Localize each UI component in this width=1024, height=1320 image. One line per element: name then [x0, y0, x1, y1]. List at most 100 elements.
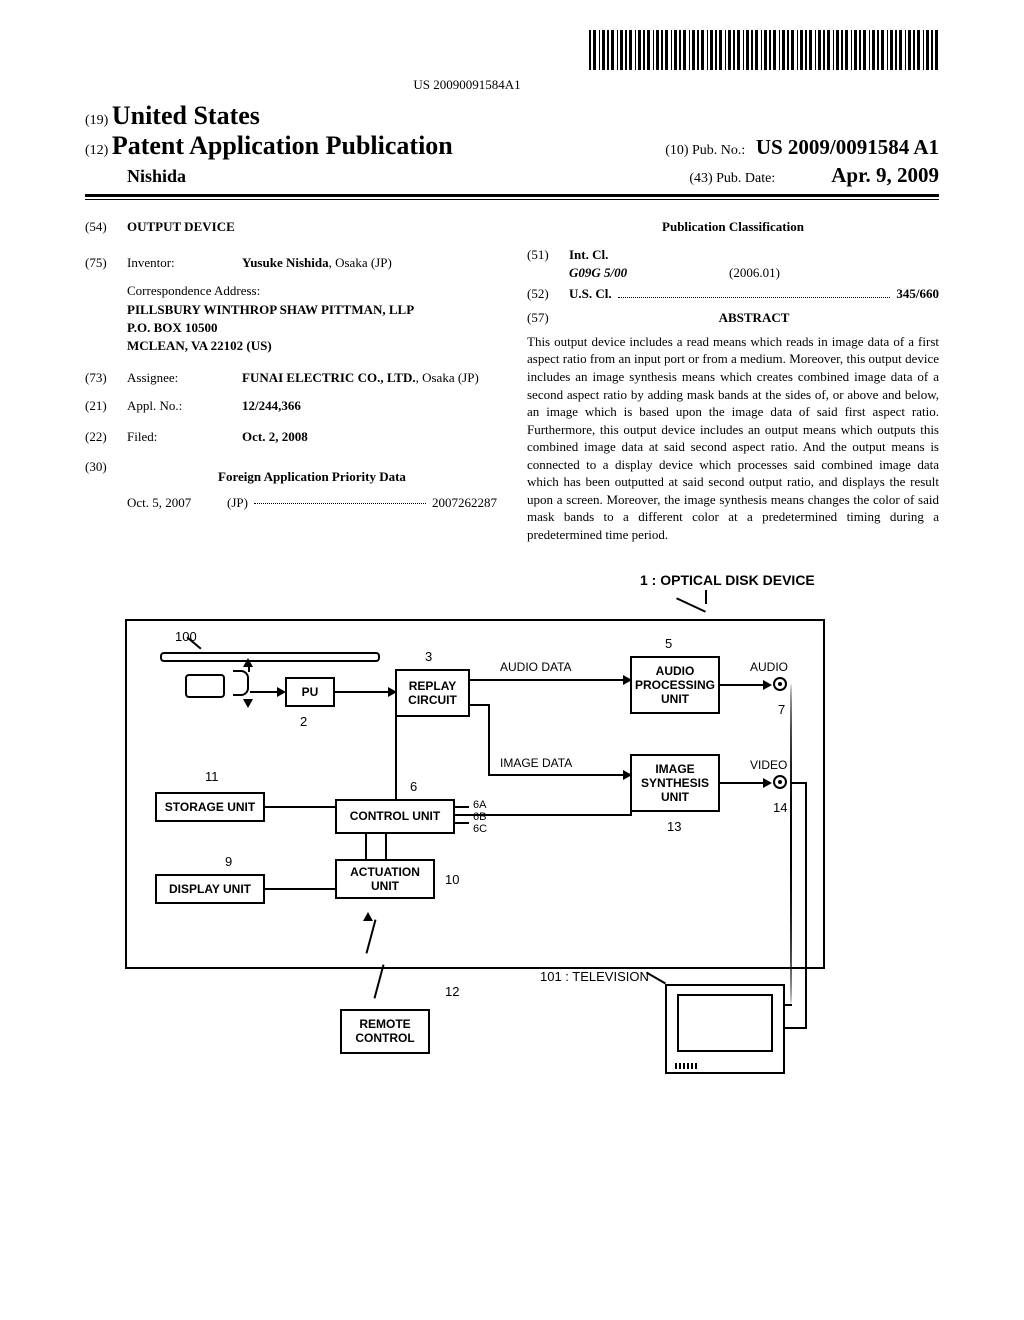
assignee-loc: , Osaka (JP) — [416, 370, 479, 385]
cable-audio1 — [790, 684, 792, 1004]
pub-no-block: (10) Pub. No.: US 2009/0091584 A1 — [665, 135, 939, 160]
display-box: DISPLAY UNIT — [155, 874, 265, 904]
line-head-to-pu — [250, 691, 278, 693]
priority-code: (30) — [85, 458, 127, 494]
line-img2 — [488, 704, 490, 774]
inventor-code: (75) — [85, 254, 127, 272]
control-text: CONTROL UNIT — [350, 809, 440, 823]
label-6: 6 — [410, 779, 417, 794]
video-out-label: VIDEO — [750, 758, 787, 772]
inventor-label: Inventor: — [127, 254, 242, 272]
arrow-audio-out — [763, 680, 772, 690]
leader-line2 — [676, 597, 706, 612]
intcl-label: Int. Cl. — [569, 246, 608, 264]
label-10: 10 — [445, 872, 459, 887]
audio-data-label: AUDIO DATA — [500, 660, 572, 674]
label-14: 14 — [773, 800, 787, 815]
left-column: (54) OUTPUT DEVICE (75) Inventor: Yusuke… — [85, 218, 497, 544]
author-name: Nishida — [85, 166, 186, 187]
right-column: Publication Classification (51) Int. Cl.… — [527, 218, 939, 544]
label-3: 3 — [425, 649, 432, 664]
line-control-synth2 — [630, 812, 632, 816]
disk-top — [160, 652, 380, 662]
control-box: CONTROL UNIT — [335, 799, 455, 834]
replay-text: REPLAY CIRCUIT — [401, 679, 464, 707]
diagram-area: 1 : OPTICAL DISK DEVICE 100 PU 2 REPLAY … — [85, 574, 939, 1094]
cable-audio2 — [785, 1004, 792, 1006]
remote-arrow — [363, 912, 373, 921]
intcl-code: (51) — [527, 246, 569, 264]
header-author-line: Nishida (43) Pub. Date: Apr. 9, 2009 — [85, 163, 939, 188]
correspondence-line3: MCLEAN, VA 22102 (US) — [127, 337, 497, 355]
line-control-act — [385, 834, 387, 859]
seg-6b — [455, 814, 469, 816]
appl-value: 12/244,366 — [242, 397, 497, 415]
filed-code: (22) — [85, 428, 127, 446]
pickup-head — [233, 670, 249, 696]
seg-6c — [455, 822, 469, 824]
filed-label: Filed: — [127, 428, 242, 446]
pub-date-block: (43) Pub. Date: Apr. 9, 2009 — [689, 163, 939, 188]
label-7: 7 — [778, 702, 785, 717]
header-divider-thick — [85, 194, 939, 197]
arrow-img — [623, 770, 632, 780]
remote-text: REMOTE CONTROL — [346, 1017, 424, 1045]
line-control-replay — [395, 717, 397, 799]
correspondence-block: Correspondence Address: PILLSBURY WINTHR… — [127, 282, 497, 355]
pub-date-label: Pub. Date: — [716, 171, 775, 186]
seg-6a — [455, 806, 469, 808]
uscl-label: U.S. Cl. — [569, 285, 612, 303]
priority-date: Oct. 5, 2007 — [127, 494, 227, 512]
video-port — [773, 775, 787, 789]
tv-screen — [677, 994, 773, 1052]
label-13: 13 — [667, 819, 681, 834]
actuation-box: ACTUATION UNIT — [335, 859, 435, 899]
tv-label: 101 : TELEVISION — [540, 969, 649, 984]
uscl-value: 345/660 — [896, 285, 939, 303]
pub-no: US 2009/0091584 A1 — [756, 135, 939, 159]
barcode-number: US 20090091584A1 — [85, 77, 939, 93]
header-pub-line: (12) Patent Application Publication (10)… — [85, 131, 939, 161]
assignee-label: Assignee: — [127, 369, 242, 387]
uscl-code: (52) — [527, 285, 569, 303]
pu-arrow-down — [243, 699, 253, 708]
line-audio — [470, 679, 625, 681]
priority-dots — [254, 494, 426, 504]
pub-class-title: Publication Classification — [527, 218, 939, 236]
line-audio-out — [720, 684, 765, 686]
cable-video2 — [785, 1027, 807, 1029]
assignee-value: FUNAI ELECTRIC CO., LTD., Osaka (JP) — [242, 369, 497, 387]
correspondence-line1: PILLSBURY WINTHROP SHAW PITTMAN, LLP — [127, 301, 497, 319]
pub-no-label: Pub. No.: — [692, 143, 745, 158]
image-synth-box: IMAGE SYNTHESIS UNIT — [630, 754, 720, 812]
cable-video1b — [790, 782, 807, 784]
audio-proc-box: AUDIO PROCESSING UNIT — [630, 656, 720, 714]
inventor-value: Yusuke Nishida, Osaka (JP) — [242, 254, 497, 272]
label-11: 11 — [205, 769, 219, 784]
label-5: 5 — [665, 636, 672, 651]
title-code: (54) — [85, 218, 127, 236]
arrow-video-out — [763, 778, 772, 788]
authority-code: (19) — [85, 113, 108, 128]
abstract-title: ABSTRACT — [569, 309, 939, 327]
correspondence-label: Correspondence Address: — [127, 282, 497, 300]
pub-no-code: (10) — [665, 143, 688, 158]
audio-out-label: AUDIO — [750, 660, 788, 674]
storage-text: STORAGE UNIT — [165, 800, 255, 814]
line-video-out — [720, 782, 765, 784]
pub-type-block: (12) Patent Application Publication — [85, 131, 453, 161]
pu-text: PU — [302, 685, 319, 699]
pub-date-code: (43) — [689, 171, 712, 186]
bibliographic-columns: (54) OUTPUT DEVICE (75) Inventor: Yusuke… — [85, 218, 939, 544]
cable-video1 — [805, 782, 807, 1027]
pub-date: Apr. 9, 2009 — [831, 163, 939, 187]
filed-value: Oct. 2, 2008 — [242, 428, 497, 446]
image-synth-text: IMAGE SYNTHESIS UNIT — [636, 762, 714, 804]
correspondence-line2: P.O. BOX 10500 — [127, 319, 497, 337]
image-data-label: IMAGE DATA — [500, 756, 572, 770]
header-authority-line: (19) United States — [85, 101, 939, 131]
inventor-name: Yusuke Nishida — [242, 255, 329, 270]
line-img1 — [470, 704, 490, 706]
diagram-title: 1 : OPTICAL DISK DEVICE — [640, 572, 815, 588]
priority-title: Foreign Application Priority Data — [127, 468, 497, 486]
